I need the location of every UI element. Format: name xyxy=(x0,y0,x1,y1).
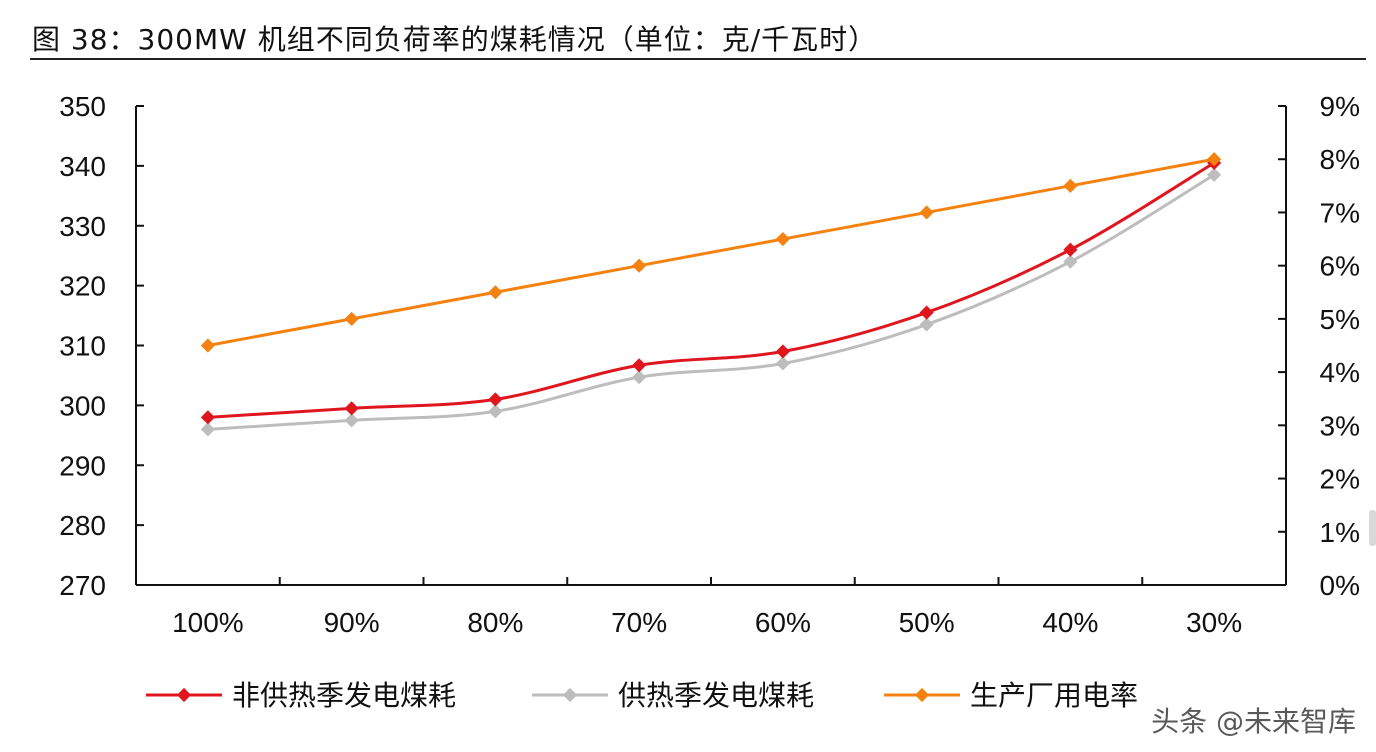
y-left-tick-label: 350 xyxy=(59,91,106,122)
data-point xyxy=(200,422,215,437)
x-tick-label: 40% xyxy=(1042,607,1098,638)
legend-swatch-marker xyxy=(176,687,192,703)
data-point xyxy=(200,338,215,353)
legend-label: 非供热季发电煤耗 xyxy=(232,679,456,712)
y-right-tick-label: 5% xyxy=(1320,304,1360,335)
data-point xyxy=(344,311,359,326)
x-tick-label: 30% xyxy=(1186,607,1242,638)
legend-item: 非供热季发电煤耗 xyxy=(146,679,456,712)
data-point xyxy=(344,413,359,428)
y-right-tick-label: 3% xyxy=(1320,410,1360,441)
y-right-tick-label: 9% xyxy=(1320,91,1360,122)
data-point xyxy=(200,410,215,425)
axes-layer: 350 340 330 320 310 300 290 280 270 9% 8% 7% 6% 5% 4% 3… xyxy=(59,91,1360,638)
title-divider xyxy=(30,58,1366,60)
series-2 xyxy=(200,167,1222,437)
legend-item: 供热季发电煤耗 xyxy=(532,679,814,712)
y-left-tick-label: 280 xyxy=(59,510,106,541)
y-right-tick-label: 1% xyxy=(1320,517,1360,548)
series-line xyxy=(207,161,1215,419)
x-tick-label: 70% xyxy=(611,607,667,638)
series-3 xyxy=(200,152,1222,353)
series-layer xyxy=(200,152,1222,437)
legend-swatch-marker xyxy=(914,687,930,703)
data-point xyxy=(632,258,647,273)
legend-swatch-marker xyxy=(562,687,578,703)
legend-item: 生产厂用电率 xyxy=(884,679,1138,712)
y-left-tick-label: 330 xyxy=(59,211,106,242)
y-right-tick-label: 7% xyxy=(1320,197,1360,228)
data-point xyxy=(632,358,647,373)
legend-label: 生产厂用电率 xyxy=(970,679,1138,712)
y-right-tick-label: 0% xyxy=(1320,570,1360,601)
x-tick-label: 90% xyxy=(324,607,380,638)
series-line xyxy=(207,173,1215,431)
data-point xyxy=(775,356,790,371)
watermark-text: 头条 @未来智库 xyxy=(1151,705,1356,738)
series-1 xyxy=(200,155,1222,425)
data-point xyxy=(344,401,359,416)
data-point xyxy=(1063,178,1078,193)
data-point xyxy=(1063,254,1078,269)
y-left-tick-label: 320 xyxy=(59,271,106,302)
y-left-tick-label: 300 xyxy=(59,390,106,421)
data-point xyxy=(919,205,934,220)
data-point xyxy=(775,231,790,247)
data-point xyxy=(1207,167,1222,182)
x-tick-label: 60% xyxy=(755,607,811,638)
chart-legend: 非供热季发电煤耗 供热季发电煤耗 生产厂用电率 xyxy=(146,679,1138,712)
y-left-tick-label: 340 xyxy=(59,151,106,182)
scrollbar[interactable] xyxy=(1369,510,1376,546)
data-point xyxy=(775,344,790,359)
data-point xyxy=(1207,152,1222,167)
x-tick-label: 80% xyxy=(467,607,523,638)
data-point xyxy=(632,370,647,385)
y-left-tick-label: 270 xyxy=(59,570,106,601)
y-right-tick-label: 6% xyxy=(1320,251,1360,282)
series-line xyxy=(207,157,1215,347)
data-point xyxy=(488,285,503,300)
y-left-tick-label: 310 xyxy=(59,331,106,362)
data-point xyxy=(488,392,503,407)
data-point xyxy=(1063,242,1078,257)
legend-label: 供热季发电煤耗 xyxy=(618,679,814,712)
y-right-tick-label: 8% xyxy=(1320,144,1360,175)
data-point xyxy=(488,404,503,419)
y-right-tick-label: 2% xyxy=(1320,464,1360,495)
x-tick-label: 100% xyxy=(172,607,244,638)
data-point xyxy=(919,317,934,332)
x-tick-label: 50% xyxy=(899,607,955,638)
data-point xyxy=(919,305,934,320)
chart-title: 图 38：300MW 机组不同负荷率的煤耗情况（单位：克/千瓦时） xyxy=(32,23,878,56)
y-right-tick-label: 4% xyxy=(1320,357,1360,388)
y-left-tick-label: 290 xyxy=(59,450,106,481)
